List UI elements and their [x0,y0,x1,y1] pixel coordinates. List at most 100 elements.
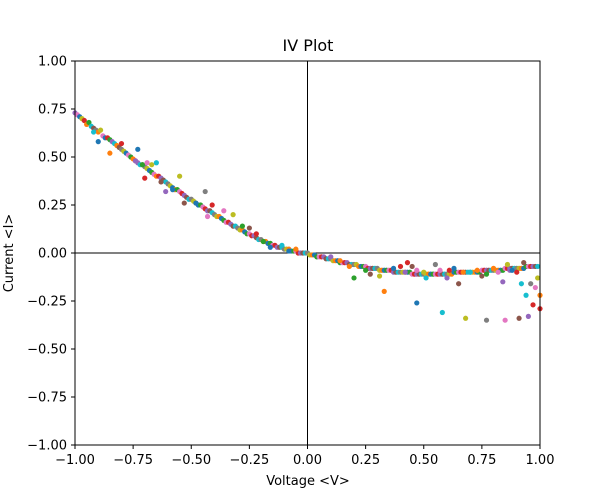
data-point [132,158,139,164]
data-point [95,139,101,145]
data-point [404,260,411,266]
data-point [97,127,104,133]
data-point [363,267,369,273]
data-point [495,269,501,275]
data-point [532,284,538,291]
data-point [107,150,113,156]
data-point [514,269,520,275]
x-tick-label: 0.25 [351,453,380,468]
data-point [502,317,508,323]
data-point [525,313,531,319]
data-point [456,281,462,287]
data-point [409,263,415,270]
data-point [535,275,541,281]
x-tick-label: −0.50 [171,453,211,468]
data-point [446,267,452,273]
data-point [149,162,155,168]
x-tick-label: 0.75 [467,453,496,468]
chart-title: IV Plot [283,36,334,55]
data-point [209,202,215,208]
data-point [246,225,252,231]
data-point [91,129,97,135]
data-point [463,315,469,321]
data-point [367,271,373,277]
data-point [439,309,445,316]
data-point [504,261,511,268]
data-point [535,263,541,270]
data-point [177,173,183,179]
data-point [423,275,429,281]
y-axis-label: Current <I> [2,214,17,293]
data-point [193,200,199,206]
y-tick-label: 1.00 [38,55,67,70]
data-point [153,160,159,166]
data-point [293,246,299,252]
data-point [402,269,408,275]
data-point [414,267,420,273]
data-point [239,223,245,229]
data-point [346,263,352,270]
data-point [118,140,125,147]
data-point [460,269,466,275]
data-point [279,242,285,248]
y-tick-label: 0.75 [38,103,67,118]
data-point [474,267,480,273]
data-point [479,273,485,279]
data-point [135,146,141,152]
data-point [286,248,292,254]
data-point [490,265,497,271]
data-point [483,317,490,323]
y-tick-label: −0.50 [27,343,67,358]
data-point [86,119,92,126]
data-point [516,315,522,321]
y-tick-label: −0.25 [27,295,67,310]
data-point [467,269,473,275]
data-point [351,275,357,281]
data-point [509,267,515,273]
y-tick-label: 0.00 [38,247,67,262]
data-point [528,281,534,287]
x-tick-label: −1.00 [55,453,95,468]
x-tick-label: 0.00 [293,453,322,468]
data-point [432,261,438,268]
data-point [260,238,266,245]
data-point [376,273,383,279]
data-point [202,188,208,195]
plot-area: −1.00 −0.75 −0.50 −0.25 0.00 0.25 0.50 0.75 1.00… [27,55,554,469]
data-point [530,302,536,308]
data-point [500,279,506,285]
data-point [221,208,227,214]
data-point [421,269,427,275]
data-point [414,300,420,306]
x-axis-label: Voltage <V> [266,474,350,489]
data-point [337,258,343,264]
data-point [518,281,525,287]
data-point [204,213,211,220]
x-tick-label: 1.00 [526,453,555,468]
y-tick-label: 0.50 [38,151,67,166]
data-point [158,179,164,185]
data-point [144,160,150,166]
data-point [267,244,273,250]
data-point [523,292,529,298]
data-point [181,200,187,206]
y-tick-label: −1.00 [27,439,67,454]
data-point [81,117,87,124]
data-point [437,267,443,273]
data-point [381,288,387,294]
y-tick-label: −0.75 [27,391,67,406]
x-tick-label: −0.25 [229,453,269,468]
data-point [444,275,450,281]
data-point [328,254,334,260]
data-point [521,260,527,266]
x-tick-label: −0.75 [113,453,153,468]
x-tick-label: 0.50 [409,453,438,468]
data-point [483,271,490,277]
data-point [397,263,404,270]
data-point [163,188,169,195]
data-point [390,265,397,271]
y-tick-label: 0.25 [38,199,67,214]
data-point [230,212,236,218]
